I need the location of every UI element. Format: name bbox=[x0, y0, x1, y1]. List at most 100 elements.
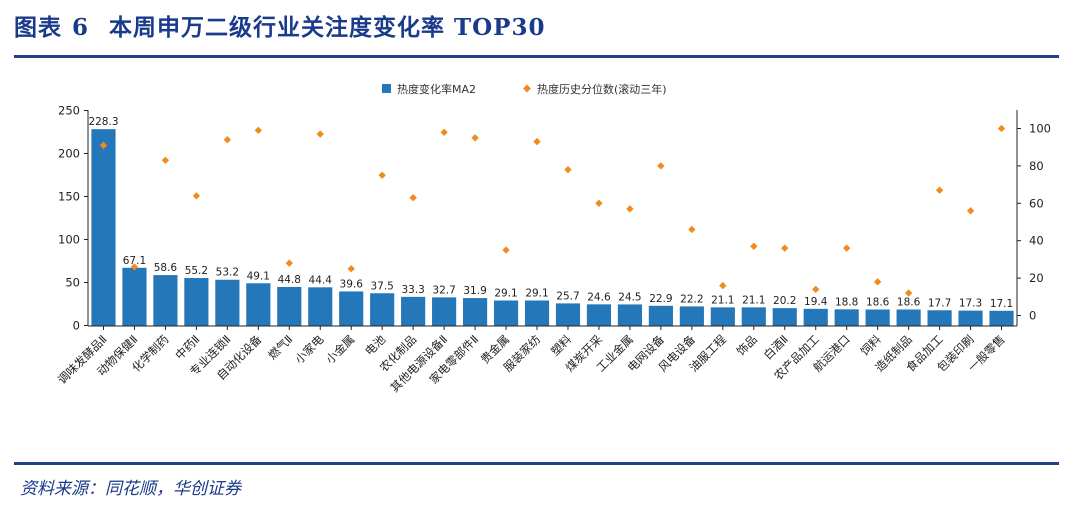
bar-value-label: 22.9 bbox=[649, 293, 672, 305]
right-tick-label: 80 bbox=[1029, 159, 1044, 173]
chart: 热度变化率MA2 热度历史分位数(滚动三年) 0 50 100 150 200 250 0 2… bbox=[55, 82, 1051, 395]
bar-value-label: 37.5 bbox=[370, 280, 393, 292]
category-label: 小金属 bbox=[323, 332, 357, 366]
percentile-point bbox=[347, 265, 355, 273]
bar-value-label: 228.3 bbox=[88, 116, 118, 128]
bar-value-label: 21.1 bbox=[742, 294, 765, 306]
bar-value-label: 22.2 bbox=[680, 293, 703, 305]
bar-value-label: 31.9 bbox=[463, 285, 486, 297]
bar bbox=[91, 129, 116, 326]
bar bbox=[896, 309, 921, 326]
bar bbox=[370, 293, 395, 326]
right-tick-label: 60 bbox=[1029, 196, 1044, 210]
bar-value-label: 25.7 bbox=[556, 290, 579, 302]
bar-value-label: 53.2 bbox=[216, 267, 239, 279]
percentile-point bbox=[750, 242, 758, 250]
left-tick-label: 0 bbox=[73, 319, 80, 333]
percentile-point bbox=[130, 263, 139, 271]
percentile-point bbox=[966, 207, 975, 215]
bar bbox=[772, 308, 797, 326]
bar-value-label: 24.6 bbox=[587, 291, 611, 303]
bar-value-label: 20.2 bbox=[773, 295, 796, 307]
bottom-rule bbox=[14, 462, 1059, 465]
legend-bar-label: 热度变化率MA2 bbox=[397, 82, 476, 96]
figure-label: 图表 bbox=[14, 14, 62, 41]
category-label: 饰品 bbox=[734, 332, 760, 358]
bar-value-label: 67.1 bbox=[123, 255, 146, 267]
legend-dot-swatch bbox=[523, 84, 531, 93]
bar bbox=[153, 275, 178, 326]
bar bbox=[184, 278, 209, 326]
bar bbox=[803, 308, 828, 326]
bar bbox=[710, 307, 735, 326]
right-tick-label: 0 bbox=[1029, 309, 1036, 323]
percentile-point bbox=[688, 225, 696, 234]
figure-title-text: 本周申万二级行业关注度变化率 TOP30 bbox=[109, 14, 546, 41]
percentile-point bbox=[873, 278, 882, 286]
bar bbox=[865, 309, 890, 326]
percentile-point bbox=[657, 162, 665, 170]
category-label: 塑料 bbox=[548, 332, 575, 359]
percentile-point bbox=[440, 128, 448, 136]
percentile-point bbox=[285, 259, 293, 267]
top-rule bbox=[14, 55, 1059, 58]
bar bbox=[555, 303, 581, 326]
category-label: 电池 bbox=[362, 332, 389, 359]
bar bbox=[679, 306, 704, 326]
bar bbox=[122, 267, 147, 326]
bar bbox=[927, 310, 952, 326]
left-tick-label: 250 bbox=[58, 104, 80, 118]
bar bbox=[493, 300, 519, 326]
percentile-point bbox=[533, 137, 541, 146]
bar bbox=[834, 309, 859, 326]
legend: 热度变化率MA2 热度历史分位数(滚动三年) bbox=[382, 82, 667, 96]
bar-value-label: 21.1 bbox=[711, 294, 734, 306]
percentile-point bbox=[409, 194, 417, 202]
legend-dot-label: 热度历史分位数(滚动三年) bbox=[537, 82, 667, 96]
bar bbox=[989, 310, 1014, 326]
percentile-point bbox=[316, 130, 324, 138]
percentile-point bbox=[843, 244, 851, 252]
bar bbox=[215, 279, 240, 326]
percentile-point bbox=[719, 281, 727, 290]
category-label: 小家电 bbox=[292, 332, 327, 367]
percentile-point bbox=[99, 141, 108, 150]
bar bbox=[277, 286, 302, 326]
bar-value-label: 18.6 bbox=[866, 297, 890, 309]
percentile-point bbox=[378, 171, 386, 179]
figure-number: 6 bbox=[72, 14, 90, 41]
bar-value-label: 29.1 bbox=[494, 287, 517, 299]
percentile-point bbox=[471, 134, 479, 142]
bar bbox=[308, 287, 333, 326]
bar bbox=[432, 297, 457, 326]
bar-value-label: 24.5 bbox=[618, 291, 641, 303]
percentile-point bbox=[223, 136, 232, 144]
right-tick-label: 40 bbox=[1029, 234, 1044, 248]
bar bbox=[339, 291, 364, 326]
left-tick-label: 100 bbox=[58, 233, 80, 247]
bar bbox=[586, 304, 612, 326]
left-tick-label: 200 bbox=[58, 147, 80, 161]
bar-value-label: 17.1 bbox=[990, 298, 1013, 310]
bar bbox=[958, 310, 983, 326]
left-tick-label: 150 bbox=[58, 190, 80, 204]
legend-bar-swatch bbox=[382, 84, 391, 93]
right-tick-label: 100 bbox=[1029, 122, 1051, 136]
percentile-point bbox=[812, 285, 820, 293]
bar bbox=[741, 307, 766, 326]
percentile-point bbox=[935, 186, 944, 194]
percentile-point bbox=[192, 192, 201, 200]
category-label: 燃气Ⅱ bbox=[265, 332, 295, 362]
category-label: 调味发酵品Ⅱ bbox=[55, 332, 110, 387]
bar bbox=[401, 296, 426, 326]
figure-title: 图表 6 本周申万二级行业关注度变化率 TOP30 bbox=[14, 10, 545, 46]
bar bbox=[246, 283, 271, 326]
bar-value-label: 58.6 bbox=[154, 262, 178, 274]
bar bbox=[463, 298, 488, 326]
bar-value-label: 33.3 bbox=[401, 284, 424, 296]
bar-value-label: 17.7 bbox=[928, 297, 951, 309]
percentile-point bbox=[564, 165, 572, 174]
category-label: 饲料 bbox=[858, 332, 885, 359]
right-tick-label: 20 bbox=[1029, 271, 1044, 285]
bar bbox=[617, 304, 642, 326]
